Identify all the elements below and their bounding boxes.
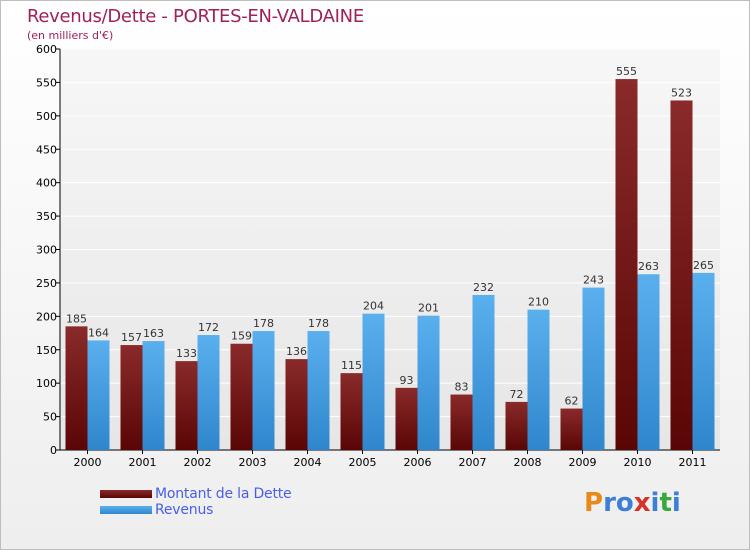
y-tick-label: 300	[36, 244, 57, 257]
bar-revenus	[307, 331, 330, 450]
proxiti-logo: Proxiti	[584, 488, 681, 518]
bar-revenus	[252, 331, 275, 450]
logo-letter: t	[659, 488, 672, 518]
logo-letter: r	[603, 488, 616, 518]
y-tick-label: 50	[43, 411, 57, 424]
value-label-revenus: 232	[473, 281, 494, 294]
bar-dette	[230, 343, 253, 450]
bar-dette	[65, 326, 88, 450]
x-tick-label: 2009	[569, 456, 597, 469]
bar-revenus	[87, 340, 110, 450]
value-label-revenus: 210	[528, 296, 549, 309]
y-tick-label: 600	[36, 43, 57, 56]
x-tick-label: 2008	[514, 456, 542, 469]
value-label-dette: 136	[286, 345, 307, 358]
value-label-dette: 157	[121, 331, 142, 344]
legend-label-revenus: Revenus	[155, 502, 214, 518]
x-tick-label: 2001	[129, 456, 157, 469]
x-tick-label: 2004	[294, 456, 322, 469]
value-label-dette: 83	[455, 381, 469, 394]
logo-letter: i	[671, 488, 681, 518]
x-tick-label: 2000	[74, 456, 102, 469]
y-tick-label: 100	[36, 377, 57, 390]
value-label-revenus: 243	[583, 274, 604, 287]
x-tick-label: 2010	[624, 456, 652, 469]
value-label-revenus: 163	[143, 327, 164, 340]
y-tick-label: 500	[36, 110, 57, 123]
bar-dette	[120, 345, 143, 450]
bar-dette	[505, 401, 528, 450]
x-tick-label: 2007	[459, 456, 487, 469]
y-tick-label: 150	[36, 344, 57, 357]
value-label-revenus: 265	[693, 259, 714, 272]
bar-revenus	[362, 313, 385, 450]
chart-title: Revenus/Dette - PORTES-EN-VALDAINE	[27, 6, 364, 27]
x-tick-label: 2005	[349, 456, 377, 469]
bar-revenus	[692, 272, 715, 450]
logo-letter: x	[633, 488, 651, 518]
y-tick-label: 450	[36, 143, 57, 156]
bar-dette	[670, 100, 693, 450]
bar-dette	[560, 408, 583, 450]
bar-dette	[340, 373, 363, 450]
legend-swatch-dette	[100, 490, 152, 498]
bar-dette	[395, 387, 418, 450]
bar-revenus	[142, 341, 165, 450]
value-label-revenus: 164	[88, 326, 109, 339]
y-tick-label: 250	[36, 277, 57, 290]
x-tick-label: 2002	[184, 456, 212, 469]
bar-revenus	[417, 315, 440, 450]
value-label-dette: 159	[231, 330, 252, 343]
y-tick-label: 200	[36, 310, 57, 323]
value-label-dette: 72	[510, 388, 524, 401]
logo-letter: o	[615, 488, 634, 518]
logo-letter: P	[584, 488, 604, 518]
y-tick-label: 550	[36, 76, 57, 89]
value-label-dette: 133	[176, 347, 197, 360]
bar-dette	[175, 361, 198, 450]
x-tick-label: 2011	[679, 456, 707, 469]
value-label-dette: 93	[400, 374, 414, 387]
value-label-dette: 62	[565, 395, 579, 408]
logo-letter: i	[650, 488, 660, 518]
bar-dette	[615, 79, 638, 450]
value-label-dette: 555	[616, 65, 637, 78]
value-label-revenus: 201	[418, 302, 439, 315]
bar-revenus	[582, 287, 605, 450]
bar-revenus	[472, 294, 495, 450]
x-tick-label: 2006	[404, 456, 432, 469]
y-tick-label: 350	[36, 210, 57, 223]
legend-label-dette: Montant de la Dette	[155, 486, 292, 502]
value-label-revenus: 172	[198, 321, 219, 334]
value-label-revenus: 204	[363, 300, 384, 313]
bar-revenus	[197, 335, 220, 450]
value-label-revenus: 178	[308, 317, 329, 330]
x-tick-label: 2003	[239, 456, 267, 469]
legend-swatch-revenus	[100, 506, 152, 514]
bar-dette	[285, 359, 308, 450]
value-label-dette: 185	[66, 312, 87, 325]
y-tick-label: 0	[50, 444, 57, 457]
y-tick-label: 400	[36, 177, 57, 190]
chart-subtitle: (en milliers d'€)	[27, 29, 114, 42]
bar-revenus	[637, 274, 660, 450]
value-label-dette: 523	[671, 86, 692, 99]
value-label-revenus: 178	[253, 317, 274, 330]
value-label-dette: 115	[341, 359, 362, 372]
value-label-revenus: 263	[638, 260, 659, 273]
bar-revenus	[527, 309, 550, 450]
bar-dette	[450, 394, 473, 450]
